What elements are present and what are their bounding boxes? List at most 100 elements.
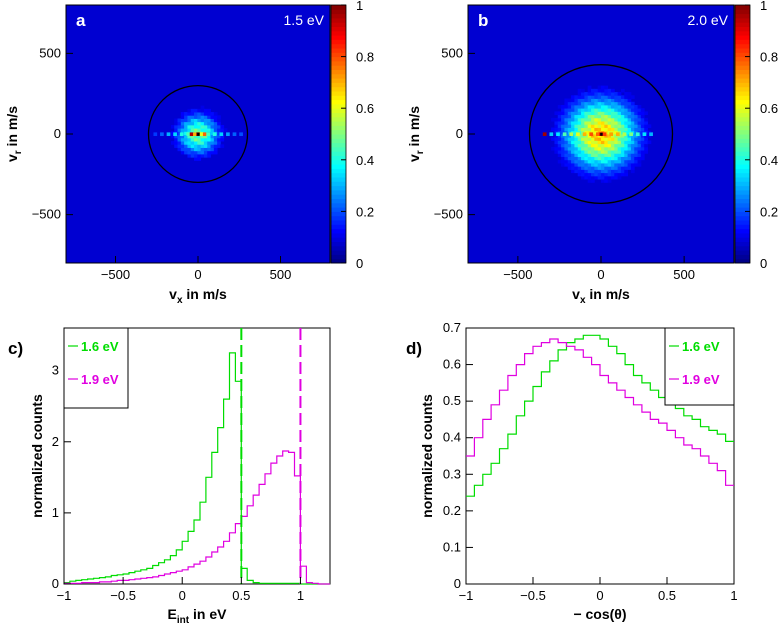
heatmap-cell	[203, 144, 208, 148]
y-axis-label: normalized counts	[419, 394, 435, 518]
heatmap-cell	[551, 127, 555, 132]
heatmap-cell	[637, 163, 642, 167]
legend: 1.6 eV 1.9 eV	[63, 327, 129, 409]
heatmap-cell	[187, 141, 192, 145]
heatmap-cell	[190, 124, 195, 129]
heatmap-cell	[213, 147, 218, 152]
heatmap-cell	[180, 121, 185, 126]
heatmap-cell	[213, 128, 218, 132]
heatmap-cell	[604, 179, 609, 183]
colorbar-segment	[331, 159, 346, 165]
y-tick-label: 0.7	[443, 320, 461, 335]
heatmap-cell	[174, 128, 178, 132]
heatmap-cell	[574, 98, 579, 103]
heatmap-cell	[597, 104, 602, 109]
heatmap-cell	[574, 117, 579, 122]
legend-label: 1.9 eV	[81, 372, 119, 387]
y-tick-label: 1	[52, 505, 59, 520]
y-tick-label: 0.1	[443, 539, 461, 554]
heatmap-cell	[217, 128, 221, 132]
colorbar-segment	[735, 103, 750, 109]
heatmap-cell	[184, 147, 188, 152]
heatmap-cell	[554, 117, 559, 122]
heatmap-cell	[607, 150, 612, 154]
heatmap-cell	[604, 108, 609, 112]
colorbar-segment	[735, 250, 750, 255]
heatmap-cell	[581, 156, 585, 161]
heatmap-cell	[170, 124, 175, 129]
heatmap-cell	[597, 175, 602, 180]
heatmap-cell	[614, 163, 619, 167]
heatmap-cell	[604, 172, 609, 177]
heatmap-cell	[630, 156, 635, 161]
heatmap-cell	[620, 137, 625, 141]
colorbar-segment	[735, 142, 750, 148]
heatmap-cell	[180, 141, 185, 145]
heatmap-cell	[597, 137, 602, 141]
heatmap-cell	[581, 88, 585, 93]
heatmap-panel-a: −500 0 500 −500 0 500 vx in m/s vr in m/s a 1.5 e…	[4, 0, 374, 306]
heatmap-cell	[591, 172, 595, 177]
streak-cell	[596, 132, 600, 137]
colorbar-segment	[735, 138, 750, 144]
heatmap-cell	[581, 143, 585, 148]
heatmap-cell	[220, 137, 225, 142]
heatmap-cell	[194, 128, 198, 132]
colorbar-segment	[331, 185, 346, 191]
heatmap-cell	[587, 117, 592, 122]
heatmap-cell	[620, 172, 625, 177]
histogram-panel-c: −1 −0.5 0 0.5 1 0 1 2 3 Eint in eV normalized coun…	[8, 327, 331, 626]
colorbar-tick-label: 0.2	[356, 204, 374, 219]
heatmap-cell	[581, 98, 585, 103]
heatmap-cell	[561, 124, 565, 128]
heatmap-cell	[574, 153, 579, 157]
heatmap-cell	[587, 108, 592, 112]
heatmap-cell	[180, 118, 185, 123]
colorbar-segment	[331, 254, 346, 260]
heatmap-cell	[610, 169, 615, 174]
heatmap-cell	[584, 143, 589, 148]
heatmap-cell	[630, 143, 635, 148]
heatmap-cell	[630, 150, 635, 154]
heatmap-cell	[187, 147, 192, 152]
streak-cell	[622, 132, 627, 137]
heatmap-cell	[637, 121, 642, 125]
heatmap-cell	[190, 128, 195, 132]
heatmap-cell	[217, 131, 221, 136]
heatmap-cell	[207, 118, 211, 123]
heatmap-cell	[197, 141, 202, 145]
colorbar-segment	[735, 189, 750, 195]
heatmap-cell	[584, 156, 589, 161]
heatmap-cell	[610, 124, 615, 128]
heatmap-cell	[594, 159, 599, 164]
heatmap-cell	[597, 85, 602, 90]
heatmap-cell	[557, 114, 562, 119]
heatmap-cell	[640, 124, 645, 128]
heatmap-cell	[601, 111, 605, 116]
heatmap-cell	[630, 124, 635, 128]
heatmap-cell	[627, 153, 632, 157]
colorbar-segment	[735, 86, 750, 92]
heatmap-cell	[617, 163, 622, 167]
heatmap-cell	[644, 137, 648, 141]
heatmap-cell	[187, 134, 192, 139]
heatmap-cell	[210, 128, 215, 132]
heatmap-cell	[640, 117, 645, 122]
heatmap-cell	[634, 150, 638, 154]
colorbar-segment	[331, 155, 346, 161]
heatmap-cell	[614, 175, 619, 180]
streak-cell	[576, 132, 580, 137]
heatmap-cell	[581, 127, 585, 132]
streak-cell	[173, 132, 177, 137]
heatmap-cell	[604, 146, 609, 151]
heatmap-cell	[567, 153, 572, 157]
heatmap-cell	[207, 121, 211, 126]
heatmap-cell	[630, 117, 635, 122]
heatmap-cell	[177, 147, 182, 152]
heatmap-cell	[597, 146, 602, 151]
heatmap-cell	[624, 172, 628, 177]
heatmap-cell	[210, 112, 215, 116]
colorbar-segment	[331, 146, 346, 152]
colorbar-segment	[735, 151, 750, 156]
heatmap-cell	[634, 159, 638, 164]
